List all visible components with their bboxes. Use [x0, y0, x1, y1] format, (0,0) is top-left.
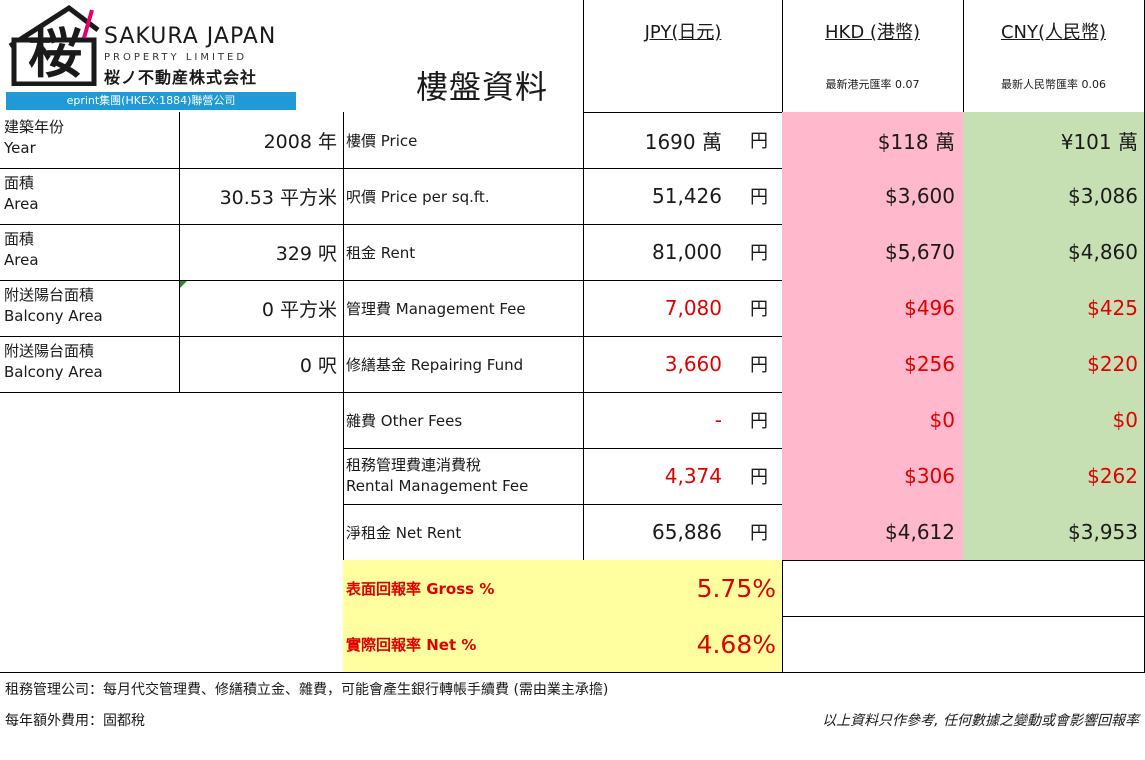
net-yield-empty — [782, 616, 1145, 673]
net-yield-value: 4.68% — [583, 616, 783, 673]
row-hkd-management-fee: $496 — [782, 280, 964, 337]
row-label-price: 樓價 Price — [343, 112, 584, 169]
row-hkd-price: $118 萬 — [782, 112, 964, 169]
row-hkd-net-rent: $4,612 — [782, 504, 964, 561]
row-label-repairing-fund: 修繕基金 Repairing Fund — [343, 336, 584, 393]
header-hkd-title: HKD (港幣) — [825, 22, 920, 43]
row-jpy-management-fee: 7,080 円 — [583, 280, 783, 337]
logo: 桜 SAKURA JAPAN PROPERTY LIMITED 桜ノ不動産株式会… — [6, 4, 298, 110]
row-jpy-other-fees: -円 — [583, 392, 783, 449]
footer-note-management: 租務管理公司：每月代交管理費、修繕積立金、雜費，可能會產生銀行轉帳手續費 (需由… — [5, 682, 609, 698]
footer-disclaimer: 以上資料只作參考, 任何數據之變動或會影響回報率 — [822, 713, 1139, 729]
header-jpy-cell: JPY(日元) — [583, 0, 783, 113]
row-label-other-fees: 雜費 Other Fees — [343, 392, 584, 449]
logo-kanji: 桜 — [28, 21, 82, 85]
row-label-rent: 租金 Rent — [343, 224, 584, 281]
left-empty-block — [0, 392, 344, 673]
row-jpy-net-rent: 65,886 円 — [583, 504, 783, 561]
row-cny-rental-management-fee: $262 — [963, 448, 1145, 505]
row-jpy-rental-management-fee: 4,374 円 — [583, 448, 783, 505]
row-cny-net-rent: $3,953 — [963, 504, 1145, 561]
left-value-area-sqm: 30.53 平方米 — [179, 168, 344, 225]
page-title: 樓盤資料 — [416, 68, 549, 106]
left-value-balcony-sqft: 0 呎 — [179, 336, 344, 393]
house-roof-icon — [8, 4, 100, 86]
row-jpy-price-per-sqft: 51,426 円 — [583, 168, 783, 225]
left-label-balcony-sqft: 附送陽台面積 Balcony Area — [0, 336, 180, 393]
row-hkd-rent: $5,670 — [782, 224, 964, 281]
row-hkd-rental-management-fee: $306 — [782, 448, 964, 505]
row-cny-repairing-fund: $220 — [963, 336, 1145, 393]
gross-yield-value: 5.75% — [583, 560, 783, 617]
logo-band: eprint集團(HKEX:1884)聯營公司 — [6, 92, 296, 110]
left-label-year: 建築年份 Year — [0, 112, 180, 169]
footer-note-annual-tax: 每年額外費用：固都稅 — [5, 713, 145, 729]
row-label-net-rent: 淨租金 Net Rent — [343, 504, 584, 561]
left-label-balcony-sqm: 附送陽台面積 Balcony Area — [0, 280, 180, 337]
header-hkd-cell: HKD (港幣) 最新港元匯率 0.07 — [782, 0, 964, 113]
row-label-management-fee: 管理費 Management Fee — [343, 280, 584, 337]
left-value-year: 2008 年 — [179, 112, 344, 169]
logo-subtitle: PROPERTY LIMITED — [104, 52, 248, 63]
logo-brand: SAKURA JAPAN — [104, 24, 277, 49]
row-label-rental-management-fee: 租務管理費連消費稅 Rental Management Fee — [343, 448, 584, 505]
left-value-area-sqft: 329 呎 — [179, 224, 344, 281]
logo-company-jp: 桜ノ不動産株式会社 — [104, 68, 258, 87]
row-cny-management-fee: $425 — [963, 280, 1145, 337]
row-jpy-price: 1690 萬円 — [583, 112, 783, 169]
gross-yield-label: 表面回報率 Gross % — [343, 560, 584, 617]
header-hkd-rate: 最新港元匯率 0.07 — [825, 78, 920, 91]
header-cny-rate: 最新人民幣匯率 0.06 — [1001, 78, 1106, 91]
row-cny-other-fees: $0 — [963, 392, 1145, 449]
left-label-area-sqft: 面積 Area — [0, 224, 180, 281]
net-yield-label: 實際回報率 Net % — [343, 616, 584, 673]
row-hkd-price-per-sqft: $3,600 — [782, 168, 964, 225]
left-label-area-sqm: 面積 Area — [0, 168, 180, 225]
gross-yield-empty — [782, 560, 1145, 617]
header-cny-cell: CNY(人民幣) 最新人民幣匯率 0.06 — [963, 0, 1145, 113]
left-value-balcony-sqm: 0 平方米 — [179, 280, 344, 337]
row-cny-price-per-sqft: $3,086 — [963, 168, 1145, 225]
row-cny-price: ¥101 萬 — [963, 112, 1145, 169]
row-hkd-other-fees: $0 — [782, 392, 964, 449]
cell-comment-marker-icon — [180, 281, 187, 288]
row-hkd-repairing-fund: $256 — [782, 336, 964, 393]
row-jpy-repairing-fund: 3,660 円 — [583, 336, 783, 393]
header-cny-title: CNY(人民幣) — [1000, 22, 1107, 43]
row-jpy-rent: 81,000 円 — [583, 224, 783, 281]
row-label-price-per-sqft: 呎價 Price per sq.ft. — [343, 168, 584, 225]
header-jpy-title: JPY(日元) — [644, 22, 722, 43]
row-cny-rent: $4,860 — [963, 224, 1145, 281]
